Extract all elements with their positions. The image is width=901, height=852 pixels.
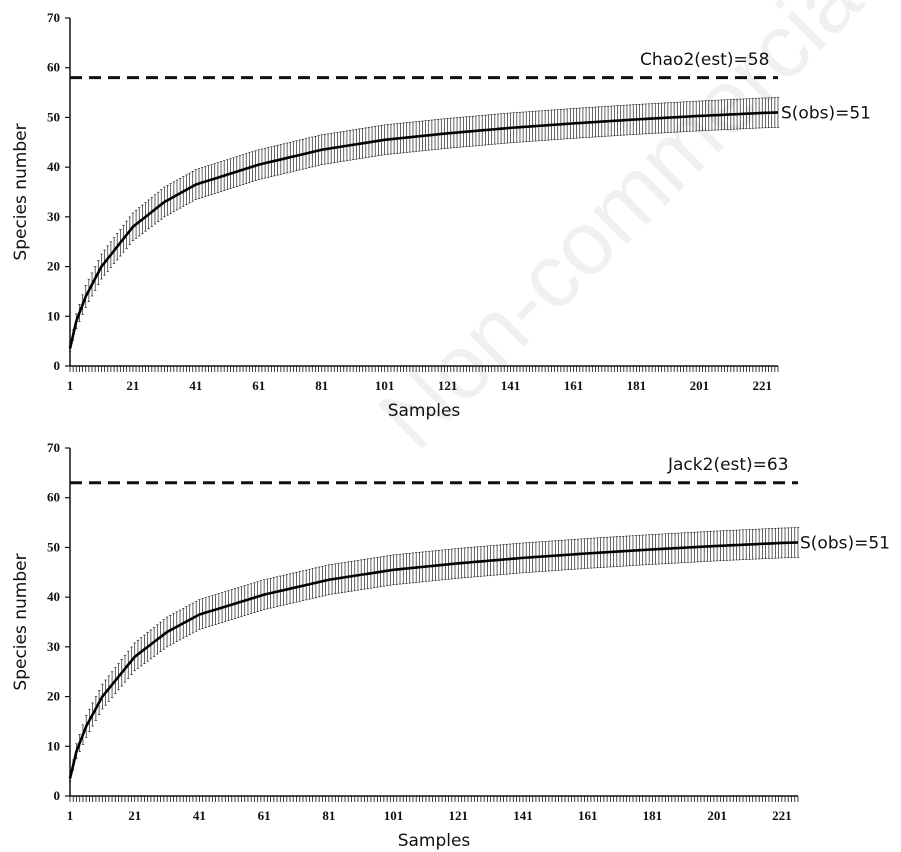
x-tick-label: 101	[375, 378, 395, 393]
x-tick-label: 41	[189, 378, 202, 393]
x-tick-label: 41	[193, 808, 206, 823]
observed-label: S(obs)=51	[781, 103, 871, 123]
y-tick-label: 70	[47, 10, 60, 25]
x-tick-label: 81	[315, 378, 328, 393]
x-tick-label: 161	[578, 808, 598, 823]
x-tick-label: 21	[128, 808, 141, 823]
x-tick-label: 181	[627, 378, 647, 393]
x-tick-label: 61	[258, 808, 271, 823]
x-tick-label: 201	[690, 378, 710, 393]
x-tick-label: 1	[67, 808, 74, 823]
x-tick-label: 221	[753, 378, 773, 393]
estimator-label: Jack2(est)=63	[667, 455, 789, 475]
y-tick-label: 50	[47, 539, 60, 554]
x-tick-label: 141	[501, 378, 521, 393]
x-axis-label: Samples	[388, 401, 461, 421]
x-tick-label: 221	[772, 808, 792, 823]
y-tick-label: 0	[54, 358, 61, 373]
y-tick-label: 60	[47, 60, 60, 75]
y-tick-label: 30	[47, 639, 60, 654]
y-tick-label: 40	[47, 589, 60, 604]
y-tick-label: 20	[47, 259, 60, 274]
x-tick-label: 61	[252, 378, 265, 393]
x-axis-label: Samples	[398, 831, 471, 851]
x-tick-label: 181	[643, 808, 663, 823]
x-tick-label: 201	[707, 808, 727, 823]
y-tick-label: 70	[47, 440, 60, 455]
y-tick-label: 30	[47, 209, 60, 224]
estimator-label: Chao2(est)=58	[640, 50, 769, 70]
y-tick-label: 0	[54, 788, 61, 803]
y-tick-label: 10	[47, 308, 60, 323]
x-tick-label: 1	[67, 378, 74, 393]
observed-label: S(obs)=51	[800, 533, 890, 553]
y-axis-label: Species number	[11, 123, 31, 260]
y-tick-label: 50	[47, 109, 60, 124]
y-axis-label: Species number	[11, 553, 31, 690]
x-tick-label: 141	[513, 808, 533, 823]
x-tick-label: 81	[322, 808, 335, 823]
series-line-sobs	[68, 111, 779, 349]
x-tick-label: 121	[438, 378, 458, 393]
y-tick-label: 20	[47, 689, 60, 704]
y-tick-label: 60	[47, 490, 60, 505]
x-tick-label: 21	[126, 378, 139, 393]
y-tick-label: 40	[47, 159, 60, 174]
y-tick-label: 10	[47, 738, 60, 753]
x-tick-label: 161	[564, 378, 584, 393]
x-tick-label: 101	[384, 808, 404, 823]
x-tick-label: 121	[449, 808, 469, 823]
series-line-sobs	[68, 541, 799, 779]
